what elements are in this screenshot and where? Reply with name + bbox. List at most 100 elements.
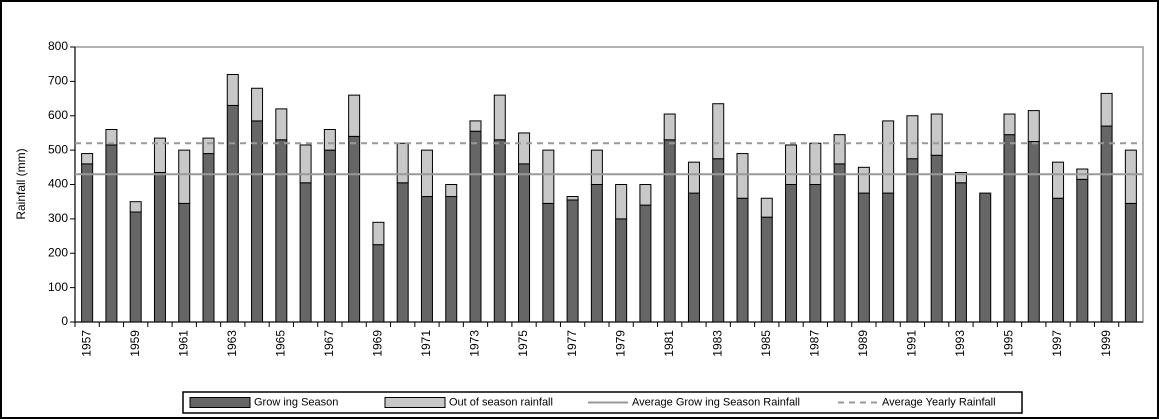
- bar-segment: [129, 211, 142, 323]
- y-tick-label: 800: [48, 39, 68, 53]
- legend-label: Out of season rainfall: [449, 396, 553, 408]
- x-tick-label: 1973: [468, 330, 482, 357]
- bar-segment: [906, 115, 919, 160]
- x-tick-label: 1977: [565, 330, 579, 357]
- bar-segment: [129, 201, 142, 213]
- bar-segment: [105, 129, 118, 146]
- y-tick-label: 700: [48, 74, 68, 88]
- bar-segment: [736, 153, 749, 199]
- bar-segment: [202, 137, 215, 155]
- bar-segment: [857, 166, 870, 194]
- bar-segment: [275, 139, 288, 323]
- bar-segment: [372, 244, 385, 323]
- bar-segment: [882, 120, 895, 194]
- x-tick-label: 1991: [905, 330, 919, 357]
- bar-segment: [712, 158, 725, 323]
- x-tick-label: 1975: [516, 330, 530, 357]
- bar-segment: [979, 192, 992, 323]
- x-tick-label: 1981: [662, 330, 676, 357]
- bar-segment: [809, 184, 822, 323]
- bar-segment: [299, 182, 312, 323]
- legend-label: Grow ing Season: [254, 396, 338, 408]
- legend-label: Average Grow ing Season Rainfall: [632, 396, 800, 408]
- bar-segment: [445, 196, 458, 323]
- bar-segment: [930, 113, 943, 156]
- bar-segment: [542, 202, 555, 323]
- bar-segment: [226, 104, 239, 323]
- x-tick-label: 1983: [710, 330, 724, 357]
- bar-segment: [1052, 161, 1065, 199]
- bar-segment: [663, 113, 676, 141]
- x-tick-label: 1971: [419, 330, 433, 357]
- bar-segment: [833, 134, 846, 165]
- bar-segment: [590, 184, 603, 323]
- bar-segment: [178, 149, 191, 204]
- bar-segment: [760, 216, 773, 323]
- bar-segment: [687, 161, 700, 194]
- bar-segment: [1027, 141, 1040, 323]
- bar-segment: [1124, 149, 1137, 204]
- y-tick-label: 500: [48, 142, 68, 156]
- x-tick-label: 1989: [856, 330, 870, 357]
- y-tick-label: 400: [48, 177, 68, 191]
- x-tick-label: 1995: [1002, 330, 1016, 357]
- bar-segment: [1124, 202, 1137, 323]
- bar-segment: [712, 103, 725, 160]
- bar-segment: [178, 202, 191, 323]
- bar-segment: [882, 192, 895, 323]
- bar-segment: [518, 163, 531, 323]
- y-tick-label: 600: [48, 108, 68, 122]
- bar-segment: [299, 144, 312, 184]
- bar-segment: [372, 221, 385, 246]
- bar-segment: [396, 182, 409, 323]
- bar-segment: [420, 196, 433, 323]
- y-tick-label: 200: [48, 245, 68, 259]
- bar-segment: [81, 153, 94, 165]
- bar-segment: [906, 158, 919, 323]
- bar-segment: [590, 149, 603, 185]
- bar-segment: [105, 144, 118, 323]
- bar-segment: [954, 182, 967, 323]
- x-tick-label: 1963: [225, 330, 239, 357]
- y-tick-label: 0: [61, 314, 68, 328]
- bar-segment: [615, 218, 628, 323]
- bar-segment: [954, 171, 967, 184]
- bar-segment: [493, 139, 506, 323]
- bar-segment: [81, 163, 94, 323]
- x-tick-label: 1987: [807, 330, 821, 357]
- bar-segment: [445, 184, 458, 198]
- bar-segment: [736, 197, 749, 323]
- bar-segment: [785, 144, 798, 185]
- bar-segment: [663, 139, 676, 323]
- legend-label: Average Yearly Rainfall: [882, 396, 996, 408]
- bar-segment: [153, 171, 166, 323]
- bar-segment: [639, 184, 652, 206]
- x-tick-label: 1997: [1050, 330, 1064, 357]
- bar-segment: [639, 204, 652, 323]
- y-tick-label: 300: [48, 211, 68, 225]
- x-tick-label: 1965: [273, 330, 287, 357]
- bar-segment: [348, 94, 361, 137]
- x-tick-label: 1985: [759, 330, 773, 357]
- x-tick-label: 1979: [613, 330, 627, 357]
- bar-segment: [785, 184, 798, 323]
- legend-swatch: [384, 397, 446, 408]
- bar-segment: [275, 108, 288, 141]
- bar-segment: [1003, 134, 1016, 323]
- bar-segment: [518, 132, 531, 165]
- bar-segment: [469, 120, 482, 132]
- bar-segment: [251, 87, 264, 122]
- bar-segment: [1052, 197, 1065, 323]
- legend-swatch: [189, 397, 251, 408]
- x-tick-label: 1967: [322, 330, 336, 357]
- y-axis-label: Rainfall (mm): [14, 148, 28, 219]
- bar-segment: [323, 149, 336, 323]
- bar-segment: [566, 196, 579, 201]
- bar-segment: [202, 153, 215, 323]
- bar-segment: [469, 130, 482, 323]
- x-tick-label: 1959: [128, 330, 142, 357]
- bar-segment: [1100, 92, 1113, 127]
- bar-segment: [566, 199, 579, 323]
- bar-segment: [615, 184, 628, 220]
